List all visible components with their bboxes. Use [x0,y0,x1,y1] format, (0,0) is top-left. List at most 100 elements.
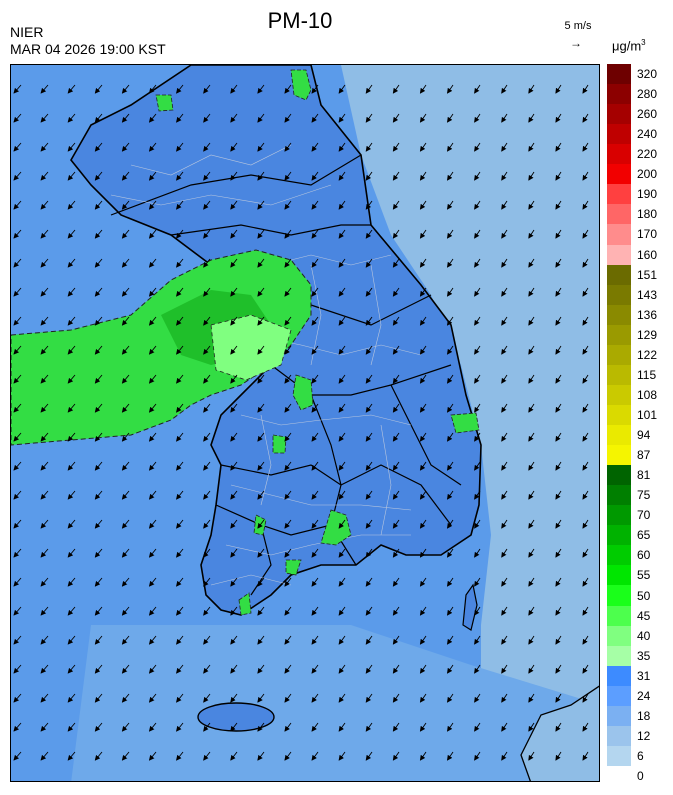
colorbar-segment [607,364,631,386]
wind-arrow [338,490,346,500]
wind-arrow [474,374,481,384]
wind-arrow [528,84,535,94]
wind-arrow [94,635,103,645]
wind-arrow [501,200,508,210]
wind-arrow [582,229,589,239]
wind-arrow [311,374,319,384]
wind-arrow [257,490,265,500]
wind-arrow [284,258,292,268]
colorbar-tick-label: 12 [637,728,651,743]
wind-arrow [392,113,400,123]
wind-arrow [311,664,319,674]
wind-arrow [338,606,346,616]
wind-arrow [338,171,346,181]
wind-arrow [528,490,535,500]
wind-arrow [121,84,130,94]
wind-arrow [176,113,184,123]
colorbar-segment [607,404,631,426]
wind-arrow [311,171,319,181]
wind-arrow [40,635,49,645]
wind-arrow [365,84,373,94]
pm10-map[interactable] [10,64,600,782]
wind-arrow [338,374,346,384]
colorbar-tick-label: 101 [637,408,658,422]
wind-arrow [582,432,589,442]
wind-arrow [121,345,130,355]
east-sea-clean-area [341,65,599,781]
wind-arrow [582,84,589,94]
wind-arrow [555,316,562,326]
wind-arrow [94,171,103,181]
wind-arrow [67,490,76,500]
colorbar-segment [607,425,631,446]
wind-arrow [528,461,535,471]
wind-arrow [474,751,481,761]
wind-arrow [582,664,589,674]
colorbar-tick-label: 18 [637,708,651,723]
wind-arrow [284,345,292,355]
wind-arrow [528,200,535,210]
wind-arrow [419,432,427,442]
wind-arrow [311,113,319,123]
wind-arrow [474,606,481,616]
wind-arrow [67,345,76,355]
wind-arrow [419,548,427,558]
wind-arrow [176,258,184,268]
colorbar-tick-label: 151 [637,267,658,282]
wind-arrow [203,664,211,674]
wind-arrow [446,84,454,94]
wind-arrow [555,84,562,94]
south-sea-light-area [71,625,599,781]
wind-arrow [338,751,346,761]
wind-arrow [392,664,400,674]
wind-arrow [257,751,265,761]
wind-arrow [311,519,319,529]
wind-arrow [555,722,562,732]
colorbar-segment [607,505,631,526]
wind-arrow [555,461,562,471]
wind-arrow [419,142,427,152]
wind-arrow [203,200,211,210]
colorbar-tick-label: 170 [637,227,658,242]
wind-arrow [501,722,508,732]
colorbar-segment [607,104,631,125]
wind-arrow [176,171,184,181]
colorbar-tick-label: 0 [637,769,644,784]
wind-arrow [230,664,238,674]
colorbar-tick-label: 143 [637,287,658,302]
wind-arrow [257,722,265,732]
wind-arrow [94,403,103,413]
wind-arrow [94,664,103,674]
wind-arrow [13,374,22,384]
wind-arrow [284,548,292,558]
wind-arrow [121,258,130,268]
wind-arrow [94,142,103,152]
wind-arrow [582,461,589,471]
wind-arrow [148,635,157,645]
wind-arrow [555,635,562,645]
wind-arrow [230,316,238,326]
wind-arrow [284,84,292,94]
wind-arrow [392,751,400,761]
wind-arrow [148,345,157,355]
wind-arrow [40,345,49,355]
colorbar-segment [607,685,631,707]
wind-arrow [501,548,508,558]
wind-arrow [13,664,22,674]
wind-arrow [446,287,454,297]
wind-arrow [121,577,130,587]
wind-arrow [501,403,508,413]
wind-arrow [365,548,373,558]
wind-arrow [67,316,76,326]
wind-arrow [148,84,157,94]
wind-arrow [13,432,22,442]
wind-reference-arrow-icon: → [570,36,582,50]
wind-arrow [338,403,346,413]
colorbar-segment [607,725,631,747]
wind-arrow [67,287,76,297]
map-title: PM-10 [267,8,333,33]
wind-arrow [582,316,589,326]
wind-arrow [148,171,157,181]
wind-arrow [419,374,427,384]
agency-label: NIER [10,24,44,40]
